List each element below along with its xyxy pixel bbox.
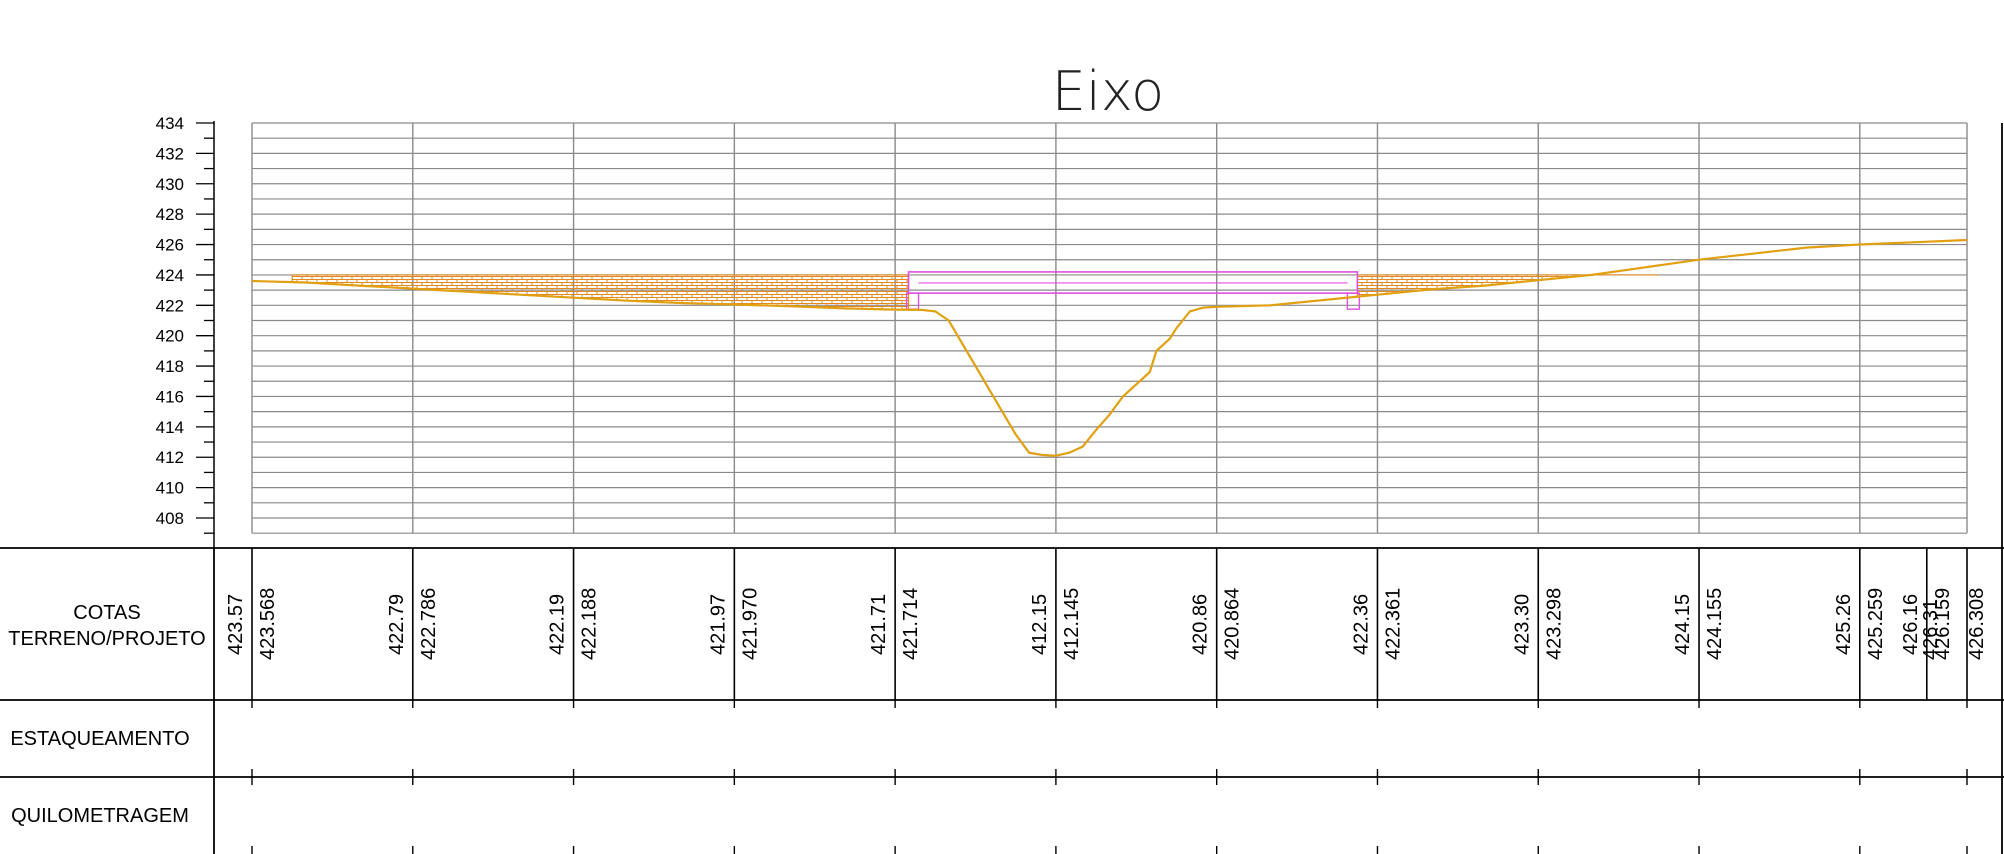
- y-tick-label: 432: [156, 144, 184, 163]
- cota-projeto-label: 426.31: [1920, 599, 1942, 660]
- cota-projeto-label: 412.145: [1061, 588, 1083, 660]
- row-label-quilometragem: QUILOMETRAGEM: [11, 805, 189, 827]
- terrain-profile-line: [251, 238, 1968, 457]
- y-tick-label: 422: [156, 296, 184, 315]
- fill-left: [291, 274, 910, 311]
- cota-terreno-label: 422.19: [547, 594, 569, 655]
- row-label-estaqueamento: ESTAQUEAMENTO: [10, 728, 189, 750]
- y-tick-label: 414: [156, 418, 184, 437]
- y-tick-label: 416: [156, 387, 184, 406]
- cota-projeto-label: 426.308: [1966, 588, 1988, 660]
- project-platform: [905, 271, 1361, 310]
- fill-right: [1356, 274, 1659, 298]
- elevation-axis: 434 432 430 428 426 424 422 420 418 416 414 412 410 4…: [156, 114, 215, 548]
- cota-projeto-label: 426.159: [1932, 588, 1954, 660]
- cota-terreno-label: 425.26: [1833, 594, 1855, 655]
- cota-terreno-label: 422.79: [386, 594, 408, 655]
- elevation-grid: [251, 122, 1968, 534]
- cota-projeto-label: 424.155: [1704, 588, 1726, 660]
- y-tick-label: 420: [156, 327, 184, 346]
- cota-projeto-label: 421.714: [900, 588, 922, 660]
- cota-terreno-label: 426.16: [1900, 594, 1922, 655]
- cota-terreno-label: 424.15: [1672, 594, 1694, 655]
- y-tick-label: 412: [156, 448, 184, 467]
- row-label-cotas-line2: TERRENO/PROJETO: [8, 628, 205, 650]
- platform-outline: [907, 271, 1359, 294]
- cota-terreno-label: 421.97: [707, 594, 729, 655]
- y-tick-label: 428: [156, 205, 184, 224]
- cota-terreno-label: 423.30: [1511, 594, 1533, 655]
- cota-terreno-label: 420.86: [1190, 594, 1212, 655]
- cota-projeto-label: 422.786: [418, 588, 440, 660]
- y-tick-label: 434: [156, 114, 184, 133]
- cota-projeto-label: 423.568: [257, 588, 279, 660]
- y-tick-label: 410: [156, 479, 184, 498]
- cota-terreno-label: 422.36: [1350, 594, 1372, 655]
- cota-projeto-label: 422.188: [579, 588, 601, 660]
- cota-projeto-label: 421.970: [739, 588, 761, 660]
- y-tick-label: 424: [156, 266, 184, 285]
- cota-projeto-label: 420.864: [1222, 588, 1244, 660]
- cota-terreno-label: 421.71: [868, 594, 890, 655]
- y-tick-label: 418: [156, 357, 184, 376]
- y-tick-label: 426: [156, 236, 184, 255]
- cota-terreno-label: 412.15: [1029, 594, 1051, 655]
- cota-projeto-label: 425.259: [1865, 588, 1887, 660]
- cotas-values: 423.57 423.568 422.79 422.786 422.19 422.188 4…: [225, 588, 1988, 660]
- abutment-right: [1346, 292, 1361, 310]
- profile-table: [0, 123, 2004, 854]
- y-tick-label: 408: [156, 509, 184, 528]
- cota-projeto-label: 422.361: [1382, 588, 1404, 660]
- cota-terreno-label: 423.57: [225, 594, 247, 655]
- cota-projeto-label: 423.298: [1543, 588, 1565, 660]
- drawing-title: Eixo: [1052, 60, 1164, 123]
- y-tick-label: 430: [156, 175, 184, 194]
- row-label-cotas-line1: COTAS: [73, 602, 140, 624]
